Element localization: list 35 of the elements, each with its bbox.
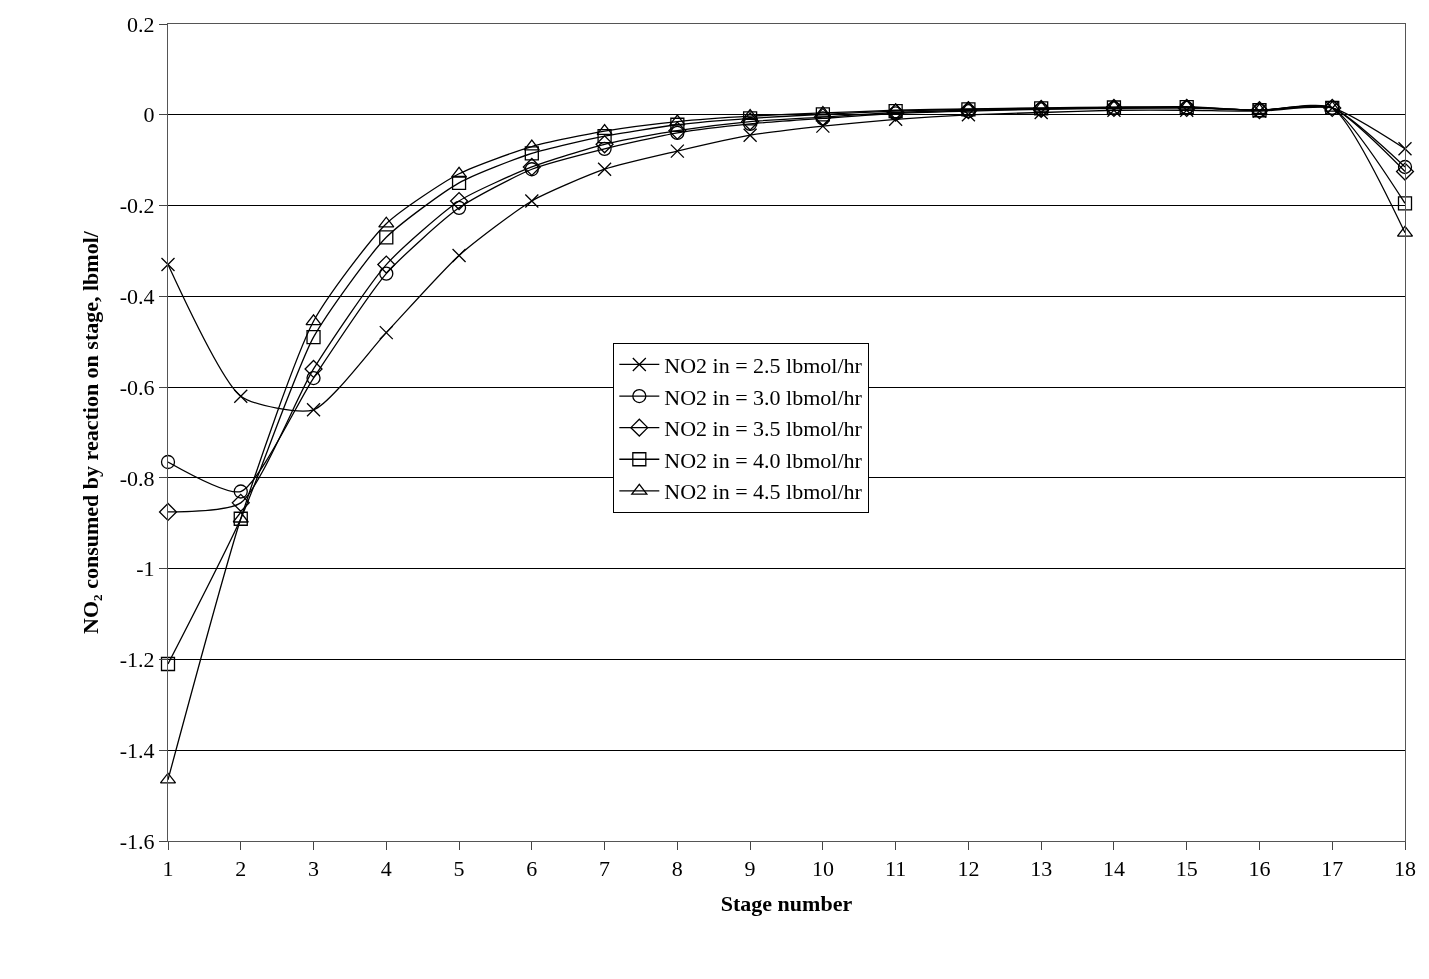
x-tick-label: 5 (453, 856, 465, 882)
x-tick-label: 6 (526, 856, 538, 882)
x-tick-label: 10 (811, 856, 834, 882)
x-tick-label: 3 (308, 856, 320, 882)
y-tick-label: -0.6 (119, 374, 155, 400)
y-tick-label: -0.8 (119, 465, 155, 491)
x-tick-label: 2 (235, 856, 247, 882)
x-tick-label: 9 (744, 856, 756, 882)
x-axis-title: Stage number (720, 891, 853, 917)
x-tick-label: 8 (671, 856, 683, 882)
y-tick-label: -1.2 (119, 647, 155, 673)
x-tick-label: 1 (162, 856, 174, 882)
x-tick-label: 7 (599, 856, 611, 882)
x-tick-label: 13 (1030, 856, 1053, 882)
legend-label: NO2 in = 4.0 lbmol/hr (664, 447, 863, 473)
y-tick-label: 0.2 (127, 11, 155, 37)
y-tick-label: -1 (136, 556, 155, 582)
x-tick-label: 4 (380, 856, 392, 882)
x-tick-label: 17 (1321, 856, 1344, 882)
y-tick-label: -1.4 (119, 737, 155, 763)
y-axis-title: NO₂ consumed by reaction on stage, lbmol/ (77, 230, 103, 634)
y-tick-label: -1.6 (119, 828, 155, 854)
legend-label: NO2 in = 4.5 lbmol/hr (664, 479, 863, 505)
x-tick-label: 18 (1394, 856, 1416, 882)
x-tick-label: 15 (1175, 856, 1198, 882)
x-tick-label: 11 (885, 856, 907, 882)
x-tick-label: 12 (957, 856, 980, 882)
legend-label: NO2 in = 3.0 lbmol/hr (664, 384, 863, 410)
y-tick-label: -0.4 (119, 284, 155, 310)
x-tick-label: 14 (1102, 856, 1125, 882)
y-tick-label: -0.2 (119, 193, 155, 219)
legend-label: NO2 in = 3.5 lbmol/hr (664, 416, 863, 442)
legend-label: NO2 in = 2.5 lbmol/hr (664, 353, 863, 379)
x-tick-label: 16 (1248, 856, 1271, 882)
y-tick-label: 0 (143, 102, 155, 128)
